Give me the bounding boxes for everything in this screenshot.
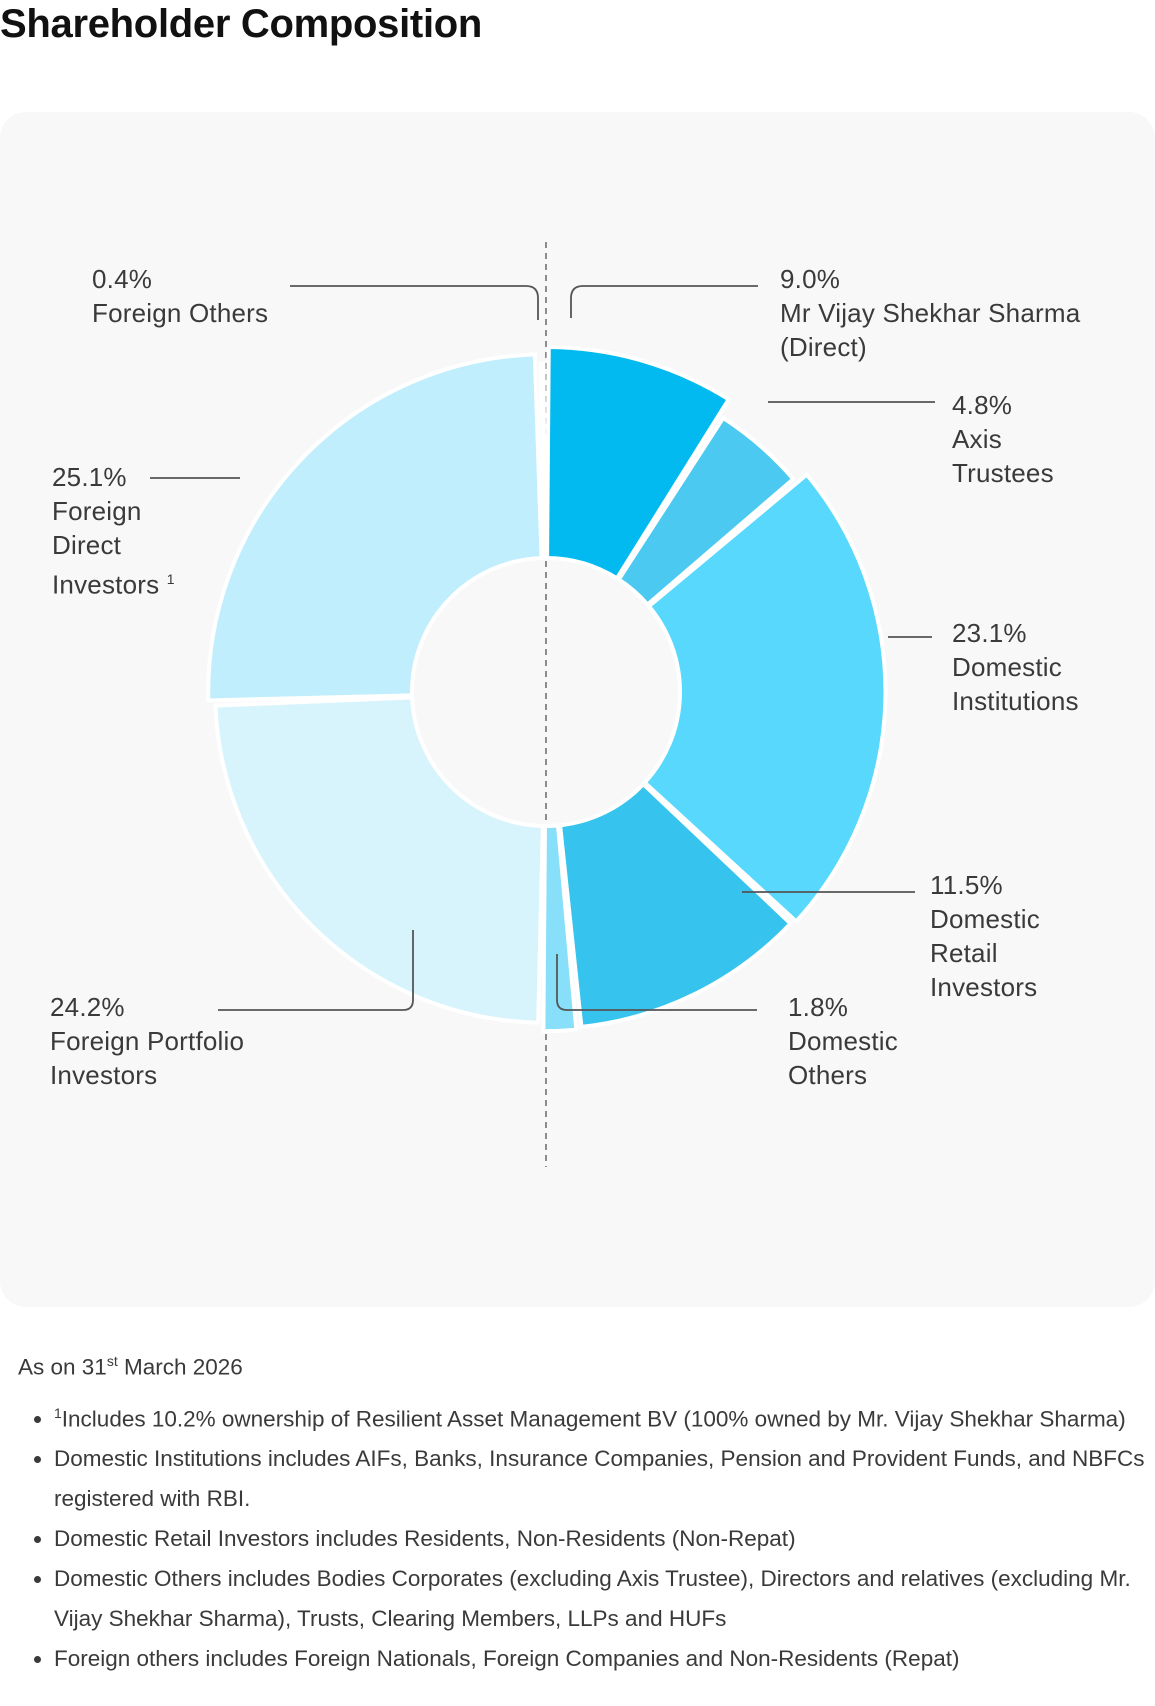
slice-category: Direct [52,530,122,560]
footnote-marker: 1 [166,571,175,587]
slice-label-foreign-others: 0.4% Foreign Others [92,262,268,330]
slice-domestic-institutions [642,472,888,924]
slice-category: Mr Vijay Shekhar Sharma [780,298,1081,328]
slice-foreign-portfolio-investors [213,695,545,1025]
slice-foreign-direct-investors [206,352,544,703]
footnote-marker: 1 [54,1404,62,1421]
leader-foreign-others [290,285,539,320]
note-text: Foreign others includes Foreign National… [54,1646,960,1671]
slice-category: Others [788,1060,868,1090]
slice-label-axis-trustees: 4.8% Axis Trustees [952,388,1054,490]
slice-category: Investors [930,972,1038,1002]
slice-category: Foreign Portfolio [50,1026,245,1056]
leader-vijay-shekhar-sharma [570,285,758,318]
slice-category: Investors [50,1060,158,1090]
note-text: Includes 10.2% ownership of Resilient As… [61,1406,1126,1431]
slice-domestic-others [541,823,579,1034]
slice-domestic-retail-investors [558,782,793,1029]
slice-category: Trustees [952,458,1054,488]
slice-label-vijay-shekhar-sharma: 9.0% Mr Vijay Shekhar Sharma (Direct) [780,262,1080,364]
note-item: Foreign others includes Foreign National… [54,1639,1148,1679]
as-on-date: As on 31st March 2026 [18,1346,1148,1383]
donut-chart [150,242,935,1167]
page-title: Shareholder Composition [0,2,483,46]
slice-vijay-shekhar-sharma [545,345,731,581]
slice-pct: 11.5% [930,870,1003,900]
slice-axis-trustees [616,415,796,607]
slice-label-foreign-direct-investors: 25.1% Foreign Direct Investors 1 [52,460,175,602]
chart-card: 9.0% Mr Vijay Shekhar Sharma (Direct) 4.… [0,112,1155,1307]
slice-label-domestic-retail-investors: 11.5% Domestic Retail Investors [930,868,1040,1004]
slice-category: Foreign Others [92,298,269,328]
slice-pct: 9.0% [780,264,841,294]
slice-label-foreign-portfolio-investors: 24.2% Foreign Portfolio Investors [50,990,244,1092]
slice-category: Foreign [52,496,142,526]
note-item: Domestic Institutions includes AIFs, Ban… [54,1439,1148,1519]
note-text: Domestic Retail Investors includes Resid… [54,1526,796,1551]
note-text: Domestic Others includes Bodies Corporat… [54,1566,1131,1631]
slice-category: Axis [952,424,1002,454]
slice-label-domestic-institutions: 23.1% Domestic Institutions [952,616,1079,718]
slice-pct: 1.8% [788,992,849,1022]
slice-category-text: Investors [52,569,160,600]
note-item: Domestic Others includes Bodies Corporat… [54,1559,1148,1639]
notes-section: As on 31st March 2026 1Includes 10.2% ow… [18,1346,1148,1679]
slice-pct: 23.1% [952,618,1027,648]
note-text: Domestic Institutions includes AIFs, Ban… [54,1446,1145,1511]
slice-category: Investors 1 [52,562,175,602]
leader-domestic-others [556,954,757,1011]
slice-pct: 24.2% [50,992,125,1022]
note-item: Domestic Retail Investors includes Resid… [54,1519,1148,1559]
slice-label-domestic-others: 1.8% Domestic Others [788,990,898,1092]
slice-category: Retail [930,938,998,968]
slice-category: Institutions [952,686,1079,716]
slice-category: Domestic [788,1026,898,1056]
notes-list: 1Includes 10.2% ownership of Resilient A… [18,1393,1148,1680]
as-on-month: March 2026 [117,1354,243,1380]
slice-foreign-others [538,361,547,561]
slice-pct: 4.8% [952,390,1013,420]
as-on-suffix-sup: st [106,1353,118,1369]
leader-foreign-portfolio [218,930,414,1011]
slice-category: (Direct) [780,332,867,362]
slice-pct: 25.1% [52,462,127,492]
slice-category: Domestic [952,652,1062,682]
note-item: 1Includes 10.2% ownership of Resilient A… [54,1393,1148,1440]
slice-category: Domestic [930,904,1040,934]
slice-pct: 0.4% [92,264,153,294]
as-on-prefix: As on 31 [18,1354,107,1380]
